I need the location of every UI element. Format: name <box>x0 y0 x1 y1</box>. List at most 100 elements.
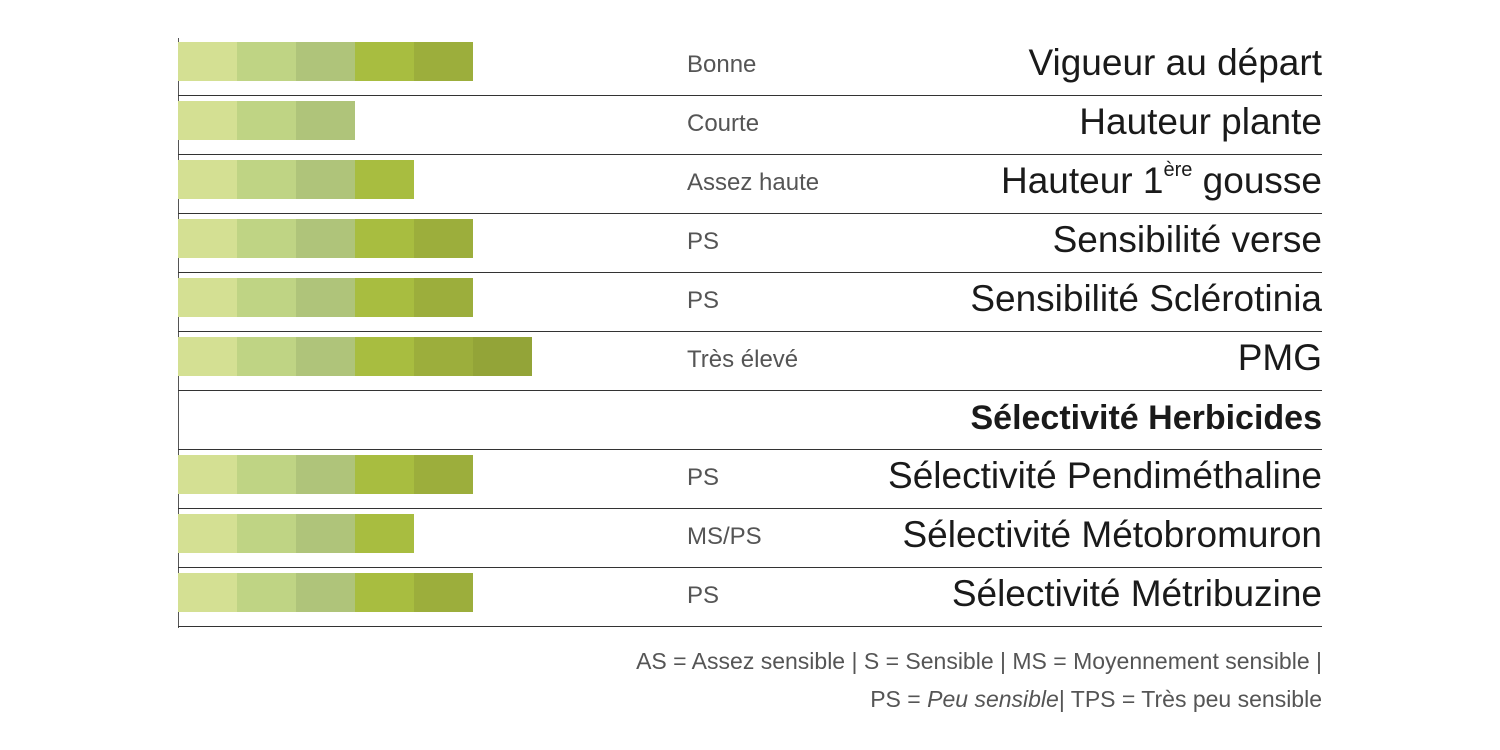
chart-row: PS Sensibilité Sclérotinia <box>178 273 1322 332</box>
axis-line <box>178 38 179 628</box>
trait-label: PMG <box>1237 337 1322 378</box>
bar <box>178 278 473 317</box>
rating-label: PS <box>687 287 720 314</box>
trait-label: Sensibilité Sclérotinia <box>970 278 1322 319</box>
legend-line-2-italic: Peu sensible <box>927 686 1059 712</box>
trait-label: Sélectivité Métobromuron <box>902 514 1322 555</box>
bar-segment <box>355 160 414 199</box>
row-separator <box>178 154 1322 155</box>
chart-row: Très élevé PMG <box>178 332 1322 391</box>
bar-segment <box>296 573 355 612</box>
rating-label: PS <box>687 582 720 609</box>
trait-label-tail: gousse <box>1192 160 1322 201</box>
bar <box>178 514 414 553</box>
bar <box>178 219 473 258</box>
bar-segment <box>414 455 473 494</box>
row-separator <box>178 567 1322 568</box>
bar-segment <box>414 573 473 612</box>
row-separator <box>178 331 1322 332</box>
trait-label: Vigueur au départ <box>1028 42 1323 83</box>
bar-segment <box>178 514 237 553</box>
bar-segment <box>237 337 296 376</box>
bar-segment <box>178 160 237 199</box>
rating-label: Très élevé <box>687 346 799 373</box>
bar-segment <box>178 278 237 317</box>
chart-row: Bonne Vigueur au départ <box>178 37 1322 96</box>
chart-row: PS Sensibilité verse <box>178 214 1322 273</box>
bar-segment <box>178 573 237 612</box>
bar-segment <box>178 42 237 81</box>
bar-segment <box>414 42 473 81</box>
rating-label: MS/PS <box>687 523 762 550</box>
bar-segment <box>355 337 414 376</box>
bar <box>178 101 355 140</box>
bar-segment <box>237 573 296 612</box>
bar-segment <box>178 219 237 258</box>
rating-label: PS <box>687 464 720 491</box>
bar-segment <box>355 514 414 553</box>
bar-segment <box>296 160 355 199</box>
bar <box>178 160 414 199</box>
trait-label-main: Hauteur 1 <box>1001 160 1164 201</box>
bar-segment <box>178 455 237 494</box>
legend-line-2: PS = Peu sensible| TPS = Très peu sensib… <box>870 686 1322 713</box>
bar <box>178 573 473 612</box>
bar-segment <box>296 278 355 317</box>
bar-segment <box>296 219 355 258</box>
bar-segment <box>178 101 237 140</box>
bar-segment <box>296 42 355 81</box>
row-separator <box>178 272 1322 273</box>
chart-row: MS/PS Sélectivité Métobromuron <box>178 509 1322 568</box>
trait-label: Hauteur 1ère gousse <box>1001 158 1322 202</box>
row-separator <box>178 213 1322 214</box>
bar-segment <box>296 514 355 553</box>
chart-row: PS Sélectivité Pendiméthaline <box>178 450 1322 509</box>
bar-segment <box>414 278 473 317</box>
bar-segment <box>355 573 414 612</box>
bar-segment <box>355 42 414 81</box>
row-separator <box>178 449 1322 450</box>
bar-segment <box>237 514 296 553</box>
legend-line-1: AS = Assez sensible | S = Sensible | MS … <box>636 648 1322 674</box>
trait-label-superscript: ère <box>1163 158 1193 181</box>
bar-segment <box>296 101 355 140</box>
trait-label: Hauteur plante <box>1079 101 1322 142</box>
bar-segment <box>414 337 473 376</box>
bar-segment <box>237 101 296 140</box>
chart-row: PS Sélectivité Métribuzine <box>178 568 1322 627</box>
bar-segment <box>237 42 296 81</box>
rating-label: PS <box>687 228 720 255</box>
bar-segment <box>237 219 296 258</box>
bar-segment <box>355 219 414 258</box>
bar-segment <box>237 160 296 199</box>
legend-line-2-suffix: | TPS = Très peu sensible <box>1058 686 1322 712</box>
bar <box>178 455 473 494</box>
bar <box>178 337 532 376</box>
row-separator <box>178 508 1322 509</box>
chart-row: Courte Hauteur plante <box>178 96 1322 155</box>
bar-segment <box>237 278 296 317</box>
rating-label: Bonne <box>687 51 757 78</box>
bar-segment <box>473 337 532 376</box>
legend-line-2-prefix: PS = <box>870 686 928 712</box>
bar-segment <box>355 278 414 317</box>
bar-segment <box>355 455 414 494</box>
trait-label: Sélectivité Pendiméthaline <box>888 455 1322 496</box>
row-separator <box>178 626 1322 627</box>
trait-label: Sélectivité Métribuzine <box>951 573 1322 614</box>
bar-segment <box>296 455 355 494</box>
bar <box>178 42 473 81</box>
trait-label: Sensibilité verse <box>1052 219 1322 260</box>
rating-label: Courte <box>687 110 760 137</box>
row-separator <box>178 95 1322 96</box>
bar-segment <box>237 455 296 494</box>
rating-label: Assez haute <box>687 169 820 196</box>
chart-row: Sélectivité Herbicides <box>178 391 1322 450</box>
bar-segment <box>178 337 237 376</box>
bar-segment <box>296 337 355 376</box>
row-separator <box>178 390 1322 391</box>
chart-row: Assez haute Hauteur 1ère gousse <box>178 155 1322 214</box>
section-heading: Sélectivité Herbicides <box>970 399 1322 437</box>
bar-segment <box>414 219 473 258</box>
